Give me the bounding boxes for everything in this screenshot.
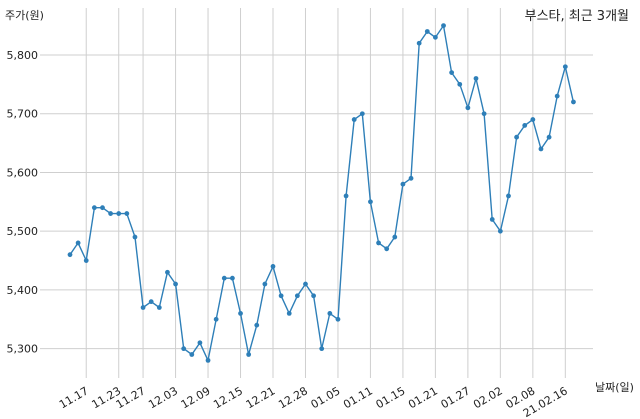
y-axis-label: 주가(원) (5, 9, 44, 22)
x-tick-label: 12.21 (244, 384, 278, 411)
price-point (554, 93, 560, 99)
x-tick-label: 12.15 (211, 384, 245, 411)
price-point (238, 310, 243, 316)
x-tick-label: 02.02 (471, 384, 505, 411)
price-point (116, 211, 122, 216)
price-point (165, 269, 170, 275)
price-point (83, 258, 89, 263)
price-point (449, 70, 455, 76)
x-tick-label: 01.11 (341, 384, 375, 411)
price-point (213, 316, 219, 322)
price-point (376, 240, 381, 246)
price-point (497, 228, 503, 234)
price-point (148, 299, 154, 305)
price-point (254, 322, 260, 328)
price-point (294, 293, 300, 299)
price-point (124, 211, 130, 216)
price-point (506, 193, 511, 199)
price-point (181, 346, 187, 352)
price-point (75, 240, 81, 246)
price-point (262, 281, 268, 287)
price-point (359, 111, 365, 117)
price-point (562, 64, 568, 70)
price-point (530, 117, 536, 122)
price-point (514, 134, 519, 140)
x-axis-label: 날짜(일) (595, 380, 634, 394)
price-series (67, 23, 576, 363)
price-point (140, 305, 146, 310)
x-tick-label: 12.03 (146, 384, 180, 411)
price-point (351, 117, 357, 122)
price-line (69, 24, 575, 362)
price-point (132, 234, 138, 240)
price-point (108, 211, 113, 216)
x-tick-label: 01.27 (439, 384, 473, 411)
price-point (197, 340, 203, 346)
price-point (392, 234, 398, 240)
price-point (343, 193, 349, 199)
price-point (335, 316, 341, 322)
labels: 부스타, 최근 3개월 주가(원) 날짜(일) 5,300 5,400 5,500 5… (5, 9, 634, 419)
price-point (91, 205, 97, 211)
price-point (408, 175, 414, 181)
price-point (189, 352, 195, 357)
y-tick-label: 5,400 (7, 284, 39, 297)
price-point (303, 281, 308, 287)
price-point (327, 310, 333, 316)
x-tick-label: 12.09 (179, 384, 213, 411)
price-point (384, 246, 390, 252)
price-point (538, 146, 544, 152)
price-point (319, 346, 325, 352)
price-point (368, 199, 373, 205)
price-point (230, 275, 235, 281)
price-point (433, 34, 438, 40)
y-tick-label: 5,500 (7, 225, 39, 238)
y-tick-label: 5,600 (7, 166, 39, 179)
x-tick-label: 01.05 (309, 384, 343, 411)
grid (40, 8, 593, 378)
price-point (205, 357, 211, 363)
price-point (457, 81, 463, 87)
price-point (311, 293, 316, 299)
y-tick-label: 5,800 (7, 49, 39, 62)
price-point (489, 217, 495, 222)
x-tick-label: 01.15 (374, 384, 408, 411)
price-point (546, 134, 552, 140)
x-tick-label: 11.17 (57, 384, 91, 411)
price-point (246, 352, 252, 357)
y-tick-label: 5,700 (7, 108, 39, 121)
x-tick-label: 12.28 (276, 384, 310, 411)
price-point (416, 40, 422, 46)
chart-title: 부스타, 최근 3개월 (525, 9, 629, 24)
price-point (221, 275, 227, 281)
price-point (473, 76, 479, 81)
price-point (270, 264, 276, 269)
price-point (173, 281, 178, 287)
price-point (100, 205, 105, 211)
price-point (571, 99, 576, 105)
price-point (465, 105, 471, 111)
price-point (481, 111, 487, 117)
price-point (67, 252, 73, 258)
y-tick-label: 5,300 (7, 343, 39, 356)
price-point (441, 23, 446, 29)
price-point (424, 29, 430, 34)
price-point (400, 181, 406, 187)
price-point (286, 310, 292, 316)
price-point (522, 123, 528, 128)
x-tick-label: 01.21 (406, 384, 440, 411)
price-point (156, 305, 162, 310)
price-point (278, 293, 284, 299)
